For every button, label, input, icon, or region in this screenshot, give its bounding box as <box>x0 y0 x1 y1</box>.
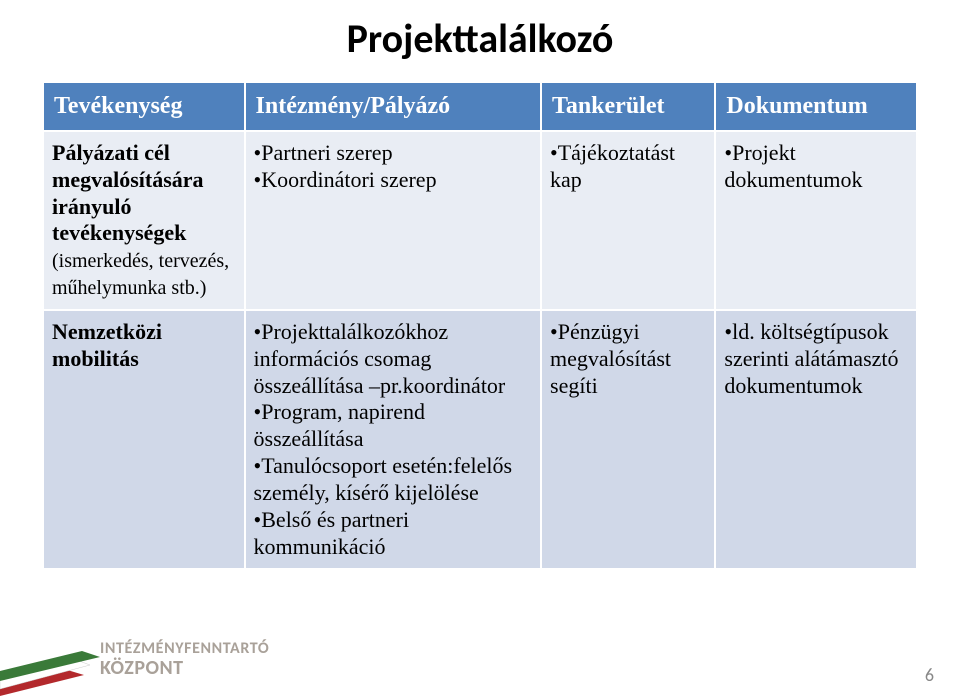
ribbon-icon <box>0 648 108 696</box>
th-activity: Tevékenység <box>44 83 245 131</box>
cell-institution: •Projekttalálkozókhoz információs csomag… <box>245 310 541 568</box>
cell-district: •Tájékoztatást kap <box>541 131 715 310</box>
th-district: Tankerület <box>541 83 715 131</box>
cell-document: •ld. költségtípusok szerinti alátámasztó… <box>715 310 916 568</box>
slide: Projekttalálkozó Tevékenység Intézmény/P… <box>0 0 960 696</box>
cell-activity: Pályázati cél megvalósítására irányuló t… <box>44 131 245 310</box>
brand-line2: KÖZPONT <box>100 658 269 678</box>
table-header-row: Tevékenység Intézmény/Pályázó Tankerület… <box>44 83 916 131</box>
cell-district: •Pénzügyi megvalósítást segíti <box>541 310 715 568</box>
th-institution: Intézmény/Pályázó <box>245 83 541 131</box>
footer-brand: INTÉZMÉNYFENNTARTÓ KÖZPONT <box>100 641 269 678</box>
cell-document: •Projekt dokumentumok <box>715 131 916 310</box>
th-document: Dokumentum <box>715 83 916 131</box>
content-table: Tevékenység Intézmény/Pályázó Tankerület… <box>44 83 916 568</box>
page-number: 6 <box>925 664 934 686</box>
page-title: Projekttalálkozó <box>44 14 916 63</box>
table-row: Pályázati cél megvalósítására irányuló t… <box>44 131 916 310</box>
cell-institution: •Partneri szerep•Koordinátori szerep <box>245 131 541 310</box>
table-row: Nemzetközi mobilitás •Projekttalálkozókh… <box>44 310 916 568</box>
cell-activity: Nemzetközi mobilitás <box>44 310 245 568</box>
